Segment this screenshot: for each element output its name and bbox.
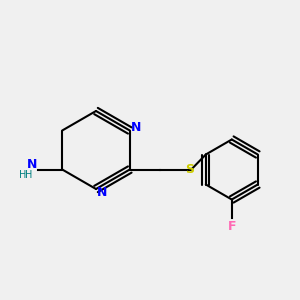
Text: F: F bbox=[227, 220, 236, 233]
Text: H: H bbox=[19, 170, 26, 180]
Text: N: N bbox=[97, 185, 107, 199]
Text: N: N bbox=[27, 158, 38, 172]
Text: S: S bbox=[185, 163, 194, 176]
Text: H: H bbox=[25, 170, 32, 180]
Text: N: N bbox=[130, 121, 141, 134]
